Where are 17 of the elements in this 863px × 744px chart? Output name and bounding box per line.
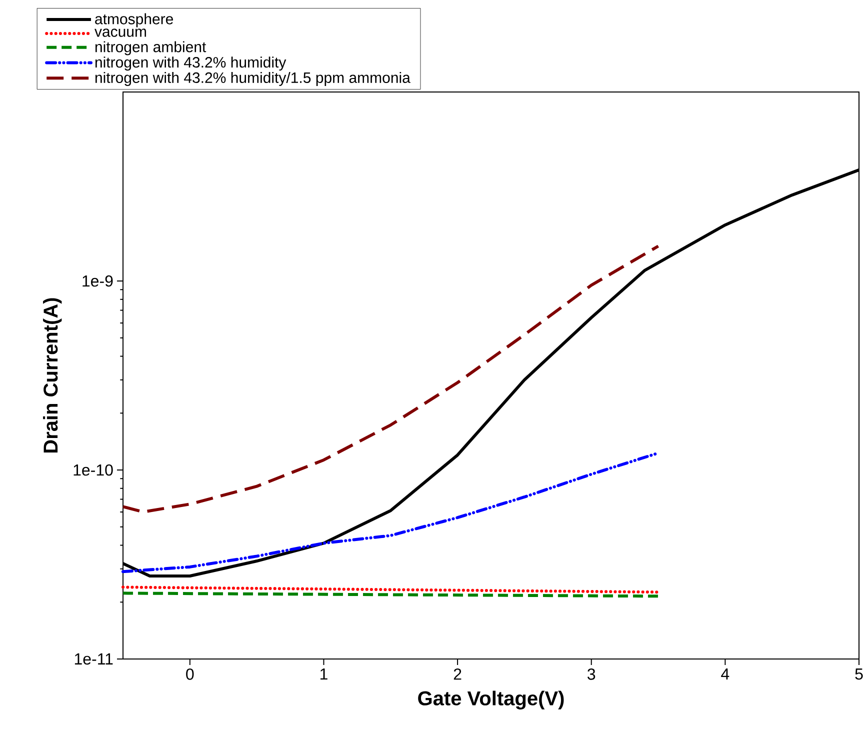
x-tick-label: 4 bbox=[721, 668, 730, 680]
legend-label: nitrogen with 43.2% humidity/1.5 ppm ammonia bbox=[95, 72, 410, 86]
x-tick-label: 2 bbox=[454, 668, 462, 680]
x-tick-label: 0 bbox=[186, 668, 194, 680]
legend-label: vacuum bbox=[94, 28, 146, 37]
y-tick-label: 1e-9 bbox=[82, 275, 113, 287]
legend-label: nitrogen ambient bbox=[95, 41, 206, 56]
line-series bbox=[122, 244, 660, 514]
legend-label: nitrogen with 43.2% humidity bbox=[95, 56, 286, 71]
y-tick-label: 1e-11 bbox=[74, 653, 113, 665]
legend-label: atmosphere bbox=[95, 13, 174, 28]
x-tick-label: 3 bbox=[588, 668, 596, 680]
x-tick-label: 1 bbox=[320, 668, 328, 680]
x-axis-title: Gate Voltage(V) bbox=[418, 690, 564, 710]
x-tick-label: 5 bbox=[855, 668, 863, 680]
y-axis-title: Drain Current(A) bbox=[43, 298, 62, 453]
y-tick-label: 1e-10 bbox=[74, 464, 113, 476]
